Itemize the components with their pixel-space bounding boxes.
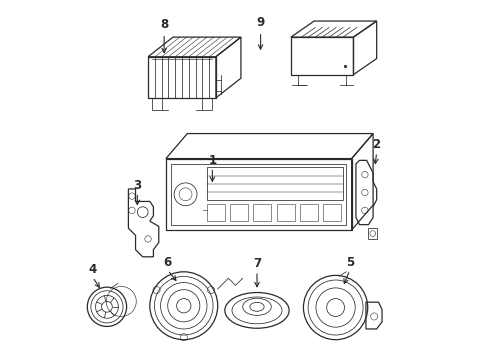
Text: 7: 7 <box>252 257 261 270</box>
Text: 6: 6 <box>163 256 171 269</box>
Text: 4: 4 <box>88 263 97 276</box>
Text: 5: 5 <box>345 256 353 269</box>
Text: 1: 1 <box>208 154 216 167</box>
Text: 2: 2 <box>372 138 380 151</box>
Text: 9: 9 <box>256 16 264 29</box>
Text: 8: 8 <box>160 18 168 31</box>
Text: 3: 3 <box>133 179 141 192</box>
